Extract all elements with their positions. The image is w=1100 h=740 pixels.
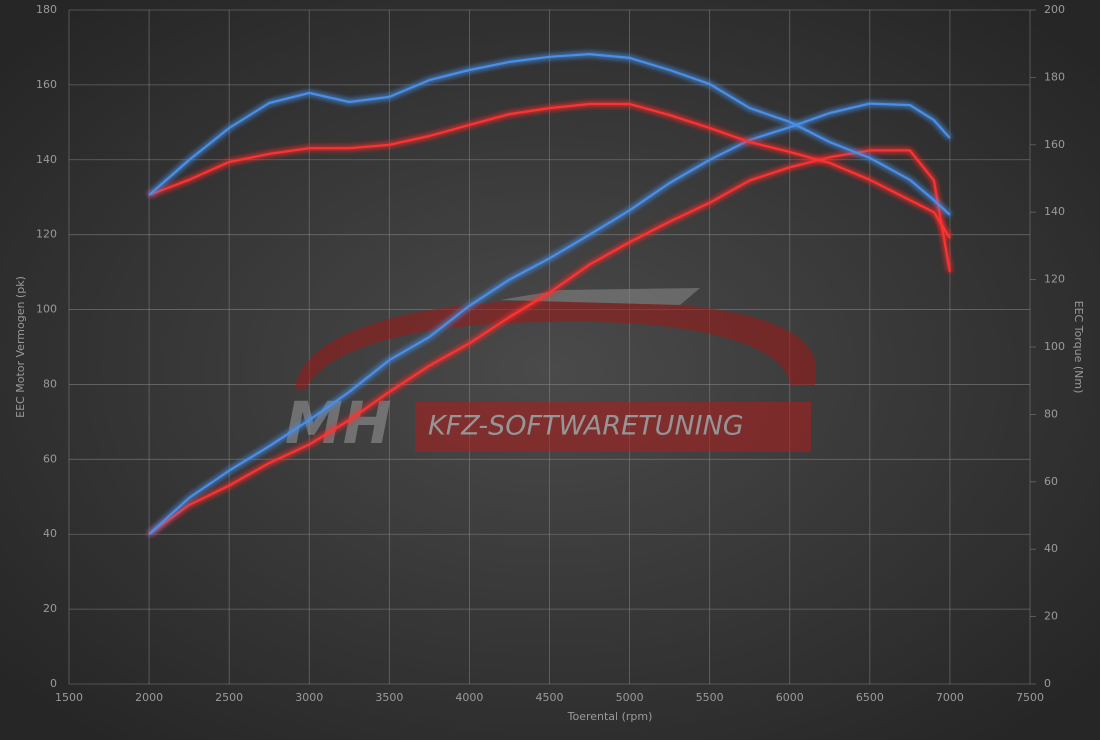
- y-tick-label: 0: [50, 677, 57, 690]
- y-tick-label: 60: [43, 452, 57, 465]
- y-tick-label: 180: [36, 3, 57, 16]
- x-tick-label: 7000: [936, 691, 964, 704]
- watermark: MH KFZ-SOFTWARETUNING: [285, 288, 815, 457]
- y-axis-title: EEC Motor Vermogen (pk): [14, 276, 27, 418]
- grid: [68, 9, 1036, 685]
- y-tick-label: 40: [43, 527, 57, 540]
- y2-tick-label: 100: [1044, 340, 1065, 353]
- x-tick-label: 5500: [696, 691, 724, 704]
- x-tick-label: 5000: [616, 691, 644, 704]
- x-tick-label: 3500: [375, 691, 403, 704]
- x-tick-label: 2500: [215, 691, 243, 704]
- y-tick-label: 20: [43, 602, 57, 615]
- y2-tick-label: 60: [1044, 475, 1058, 488]
- x-tick-label: 4000: [455, 691, 483, 704]
- series-line: [148, 102, 951, 239]
- series-line: [148, 149, 951, 536]
- y-tick-label: 140: [36, 153, 57, 166]
- logo-band: [415, 402, 811, 452]
- y2-tick-label: 180: [1044, 70, 1065, 83]
- x-tick-label: 2000: [135, 691, 163, 704]
- y2-tick-label: 140: [1044, 205, 1065, 218]
- logo-text: KFZ-SOFTWARETUNING: [428, 411, 744, 442]
- y2-tick-label: 80: [1044, 407, 1058, 420]
- x-tick-label: 6500: [856, 691, 884, 704]
- x-tick-label: 7500: [1016, 691, 1044, 704]
- y-tick-label: 160: [36, 78, 57, 91]
- y-tick-label: 120: [36, 228, 57, 241]
- logo-swoosh: [295, 300, 815, 390]
- x-tick-label: 6000: [776, 691, 804, 704]
- y2-tick-label: 120: [1044, 273, 1065, 286]
- y2-tick-label: 20: [1044, 610, 1058, 623]
- x-axis-title: Toerental (rpm): [567, 710, 653, 723]
- x-tick-label: 1500: [55, 691, 83, 704]
- y-tick-label: 100: [36, 303, 57, 316]
- y2-tick-label: 0: [1044, 677, 1051, 690]
- y2-tick-label: 40: [1044, 542, 1058, 555]
- x-tick-label: 3000: [295, 691, 323, 704]
- y2-axis-title: EEC Torque (Nm): [1072, 301, 1085, 394]
- y2-tick-label: 160: [1044, 138, 1065, 151]
- series-line: [148, 53, 951, 216]
- y-tick-label: 80: [43, 377, 57, 390]
- y2-tick-label: 200: [1044, 3, 1065, 16]
- x-tick-label: 4500: [536, 691, 564, 704]
- series-line: [148, 102, 951, 536]
